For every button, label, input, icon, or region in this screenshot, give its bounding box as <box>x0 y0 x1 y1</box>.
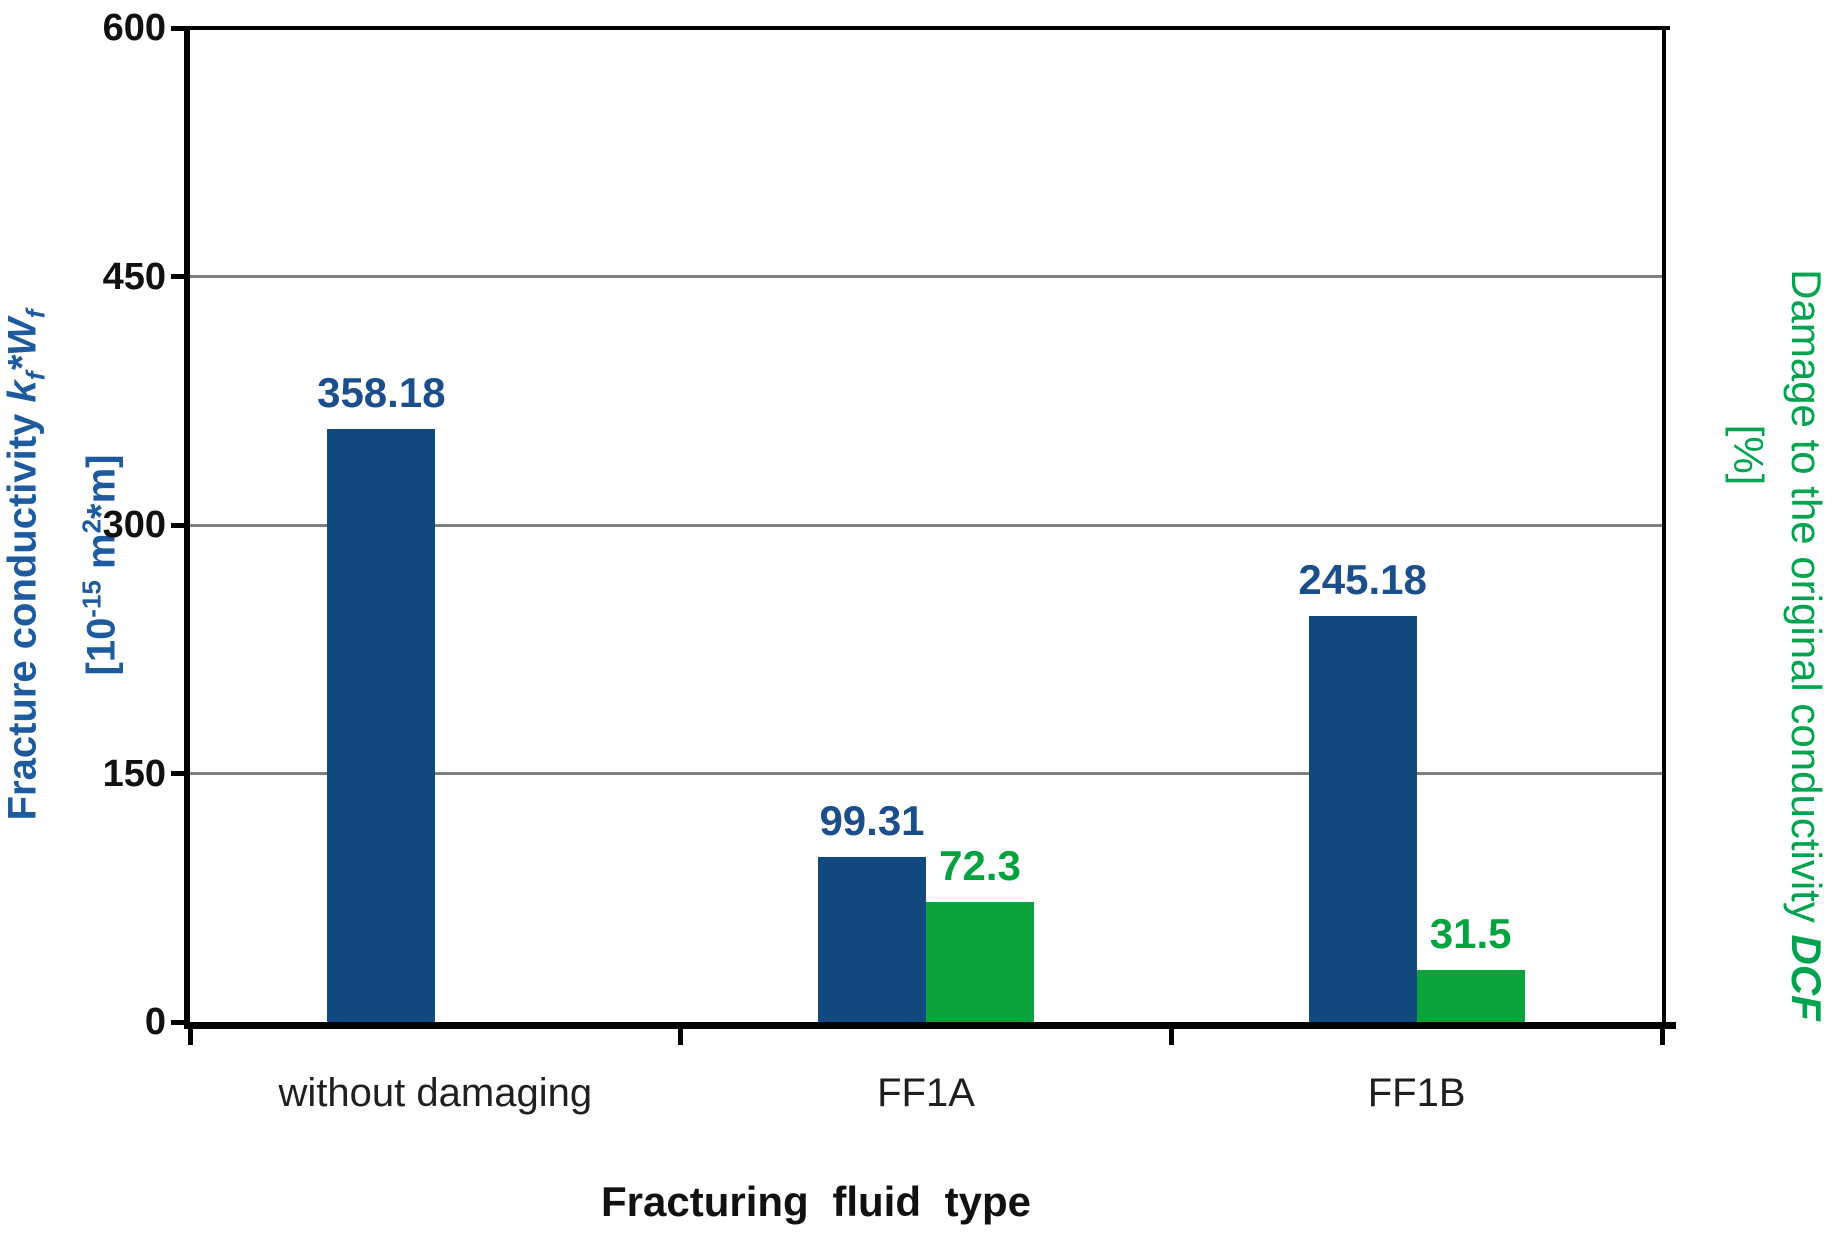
bar-blue-ff1b <box>1308 615 1417 1022</box>
y-axis-tick-300 <box>171 522 190 528</box>
plot-border-top <box>184 26 1670 30</box>
bar-value-label-green-2: 31.5 <box>1429 909 1512 957</box>
bar-green-ff1b <box>1416 969 1525 1022</box>
left-axis-unit: [10-15 m2*m] <box>76 454 124 676</box>
right-axis-title-text: Damage to the original conductivity DCF <box>1783 269 1830 1021</box>
gridline-300 <box>190 523 1662 527</box>
bar-value-label-blue-1: 99.31 <box>819 797 925 845</box>
x-axis-tick-2 <box>1168 1026 1174 1045</box>
gridline-150 <box>190 772 1662 775</box>
left-axis-title: Fracture conductivity kf*Wf [10-15 m2*m] <box>0 310 130 821</box>
left-axis-title-text: Fracture conductivity kf*Wf <box>0 309 51 821</box>
bar-value-label-blue-0: 358.18 <box>317 368 446 416</box>
bar-blue-without-damaging <box>327 428 436 1022</box>
category-label-without-damaging: without damaging <box>278 1071 593 1115</box>
x-axis-line <box>184 1022 1676 1029</box>
plot-area: 358.18 99.31 245.18 72.3 31.5 <box>190 28 1662 1022</box>
right-axis-unit: [%] <box>1725 424 1772 486</box>
y-axis-tick-450 <box>171 274 190 279</box>
plot-border-right <box>1662 26 1666 1026</box>
y-axis-tick-label-0: 0 <box>144 1001 166 1043</box>
y-axis-tick-label-600: 600 <box>102 7 166 49</box>
y-axis-tick-600 <box>171 25 190 31</box>
y-axis-tick-150 <box>171 771 190 776</box>
y-axis-tick-label-450: 450 <box>102 255 166 298</box>
y-axis-tick-label-150: 150 <box>102 752 166 795</box>
bar-blue-ff1a <box>818 857 926 1022</box>
bar-green-ff1a <box>926 902 1034 1022</box>
category-label-ff1b: FF1B <box>1367 1071 1466 1115</box>
category-label-ff1a: FF1A <box>877 1071 975 1115</box>
gridline-450 <box>190 275 1662 278</box>
x-axis-tick-0 <box>187 1026 193 1045</box>
y-axis-tick-label-300: 300 <box>102 504 166 546</box>
bar-value-label-green-1: 72.3 <box>939 842 1021 890</box>
bar-value-label-blue-2: 245.18 <box>1298 555 1427 603</box>
right-axis-title: Damage to the original conductivity DCF … <box>1719 269 1835 1021</box>
x-axis-tick-3 <box>1659 1026 1665 1045</box>
x-axis-tick-1 <box>678 1026 684 1045</box>
y-axis-tick-0 <box>171 1019 190 1025</box>
x-axis-title: Fracturing fluid type <box>600 1178 1031 1225</box>
